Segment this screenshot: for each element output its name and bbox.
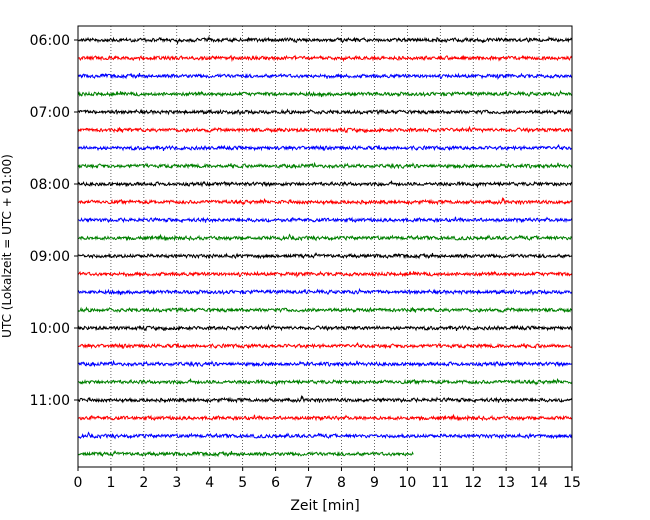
trace-0: [77, 35, 573, 45]
y-tick-label-3: 09:00: [30, 249, 70, 265]
y-tick-label-4: 10:00: [30, 321, 70, 337]
x-tick-label-7: 7: [304, 475, 313, 491]
trace-8: [77, 180, 573, 189]
x-tick-label-12: 12: [464, 475, 482, 491]
trace-2: [77, 72, 573, 80]
trace-21: [77, 413, 573, 422]
trace-17: [77, 342, 573, 350]
trace-23: [77, 450, 414, 458]
trace-9: [77, 196, 573, 206]
x-tick-label-8: 8: [337, 475, 346, 491]
x-tick-label-3: 3: [172, 475, 181, 491]
trace-14: [77, 287, 573, 296]
y-axis-ticks: 06:00 07:00 08:00 09:00 10:00 11:00: [30, 33, 78, 409]
trace-7: [77, 161, 573, 170]
trace-20: [77, 394, 573, 404]
x-tick-label-15: 15: [563, 475, 581, 491]
y-tick-label-5: 11:00: [30, 393, 70, 409]
y-tick-label-1: 07:00: [30, 105, 70, 121]
traces-group: [77, 35, 573, 458]
trace-18: [77, 359, 573, 368]
trace-12: [77, 252, 573, 260]
trace-6: [77, 144, 573, 152]
trace-13: [77, 270, 573, 278]
trace-16: [77, 323, 573, 332]
trace-10: [77, 216, 573, 224]
trace-22: [77, 431, 573, 440]
trace-4: [77, 108, 573, 116]
trace-1: [77, 54, 573, 63]
y-tick-label-2: 08:00: [30, 177, 70, 193]
x-tick-label-0: 0: [74, 475, 83, 491]
x-tick-label-4: 4: [205, 475, 214, 491]
trace-3: [77, 89, 573, 98]
x-tick-label-1: 1: [106, 475, 115, 491]
y-tick-label-0: 06:00: [30, 33, 70, 49]
x-tick-label-13: 13: [497, 475, 515, 491]
y-axis-label: UTC (Lokalzeit = UTC + 01:00): [0, 154, 14, 338]
x-tick-label-6: 6: [271, 475, 280, 491]
x-tick-label-10: 10: [398, 475, 416, 491]
trace-19: [77, 377, 573, 387]
x-tick-label-9: 9: [370, 475, 379, 491]
x-axis-ticks: 0 1 2 3 4 5 6 7 8 9 10 11 12 13 14 15: [74, 467, 581, 491]
x-tick-label-14: 14: [530, 475, 548, 491]
x-tick-label-2: 2: [139, 475, 148, 491]
trace-11: [77, 233, 573, 242]
x-axis-label: Zeit [min]: [290, 498, 359, 514]
trace-15: [77, 306, 573, 314]
plot-frame: [77, 25, 573, 468]
x-tick-label-11: 11: [431, 475, 449, 491]
trace-5: [77, 125, 573, 134]
x-tick-label-5: 5: [238, 475, 247, 491]
